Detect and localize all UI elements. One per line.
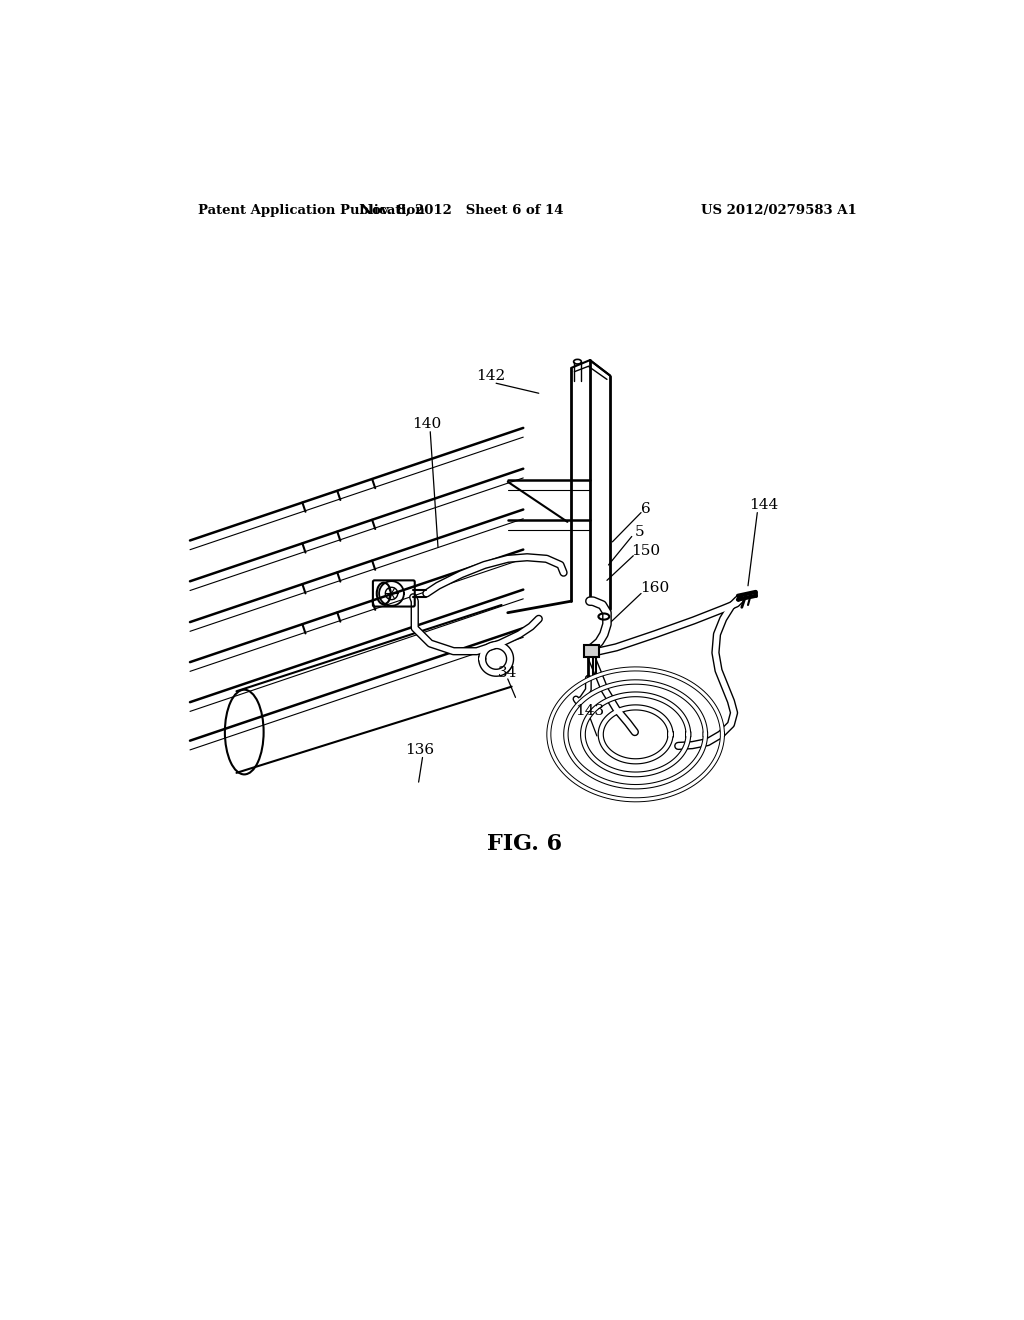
Text: 150: 150 [631, 544, 660, 558]
Text: 142: 142 [476, 368, 505, 383]
Text: Patent Application Publication: Patent Application Publication [198, 205, 425, 218]
Bar [584, 645, 599, 657]
Text: 5: 5 [635, 525, 644, 539]
Text: FIG. 6: FIG. 6 [487, 833, 562, 855]
Text: Nov. 8, 2012   Sheet 6 of 14: Nov. 8, 2012 Sheet 6 of 14 [359, 205, 563, 218]
Text: 140: 140 [412, 417, 441, 432]
Text: 143: 143 [575, 705, 604, 718]
Text: 136: 136 [404, 743, 434, 756]
Text: 6: 6 [641, 502, 650, 516]
Text: 34: 34 [498, 665, 517, 680]
Text: US 2012/0279583 A1: US 2012/0279583 A1 [700, 205, 856, 218]
Text: 160: 160 [640, 581, 670, 595]
Text: 144: 144 [749, 498, 778, 512]
